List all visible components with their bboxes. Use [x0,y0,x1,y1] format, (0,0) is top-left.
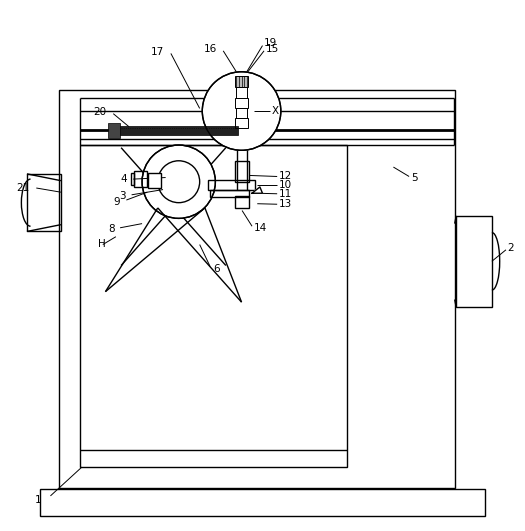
Bar [59,90,455,488]
Text: 1: 1 [35,494,41,504]
Text: 10: 10 [279,181,292,191]
Bar [149,173,162,188]
Text: H: H [98,238,106,249]
Bar [207,180,255,190]
Text: 12: 12 [279,172,292,182]
Bar [111,126,238,134]
Text: 15: 15 [266,44,279,54]
Polygon shape [252,187,262,193]
Bar [236,88,247,98]
Bar [235,98,248,108]
Bar [80,145,348,467]
Bar [108,123,120,138]
Bar [134,172,148,187]
Circle shape [142,145,215,218]
Bar [235,118,248,128]
Text: 4: 4 [120,174,127,184]
Text: 16: 16 [204,44,217,54]
Text: 13: 13 [279,199,292,209]
Text: 17: 17 [151,47,164,57]
Circle shape [202,72,281,150]
Bar [40,489,485,516]
Text: 14: 14 [254,223,267,233]
Text: 19: 19 [264,38,277,48]
Text: 21: 21 [16,183,29,193]
Bar [235,161,249,182]
Text: 11: 11 [279,189,292,199]
Text: 2: 2 [508,243,514,253]
Text: 6: 6 [213,264,219,274]
Bar [235,196,249,208]
Text: 9: 9 [113,196,120,207]
Bar [131,173,134,185]
Bar [235,76,248,88]
Text: 8: 8 [108,224,115,234]
Text: X: X [272,106,279,116]
Text: 5: 5 [411,173,418,183]
Bar [236,108,247,118]
Text: 3: 3 [119,191,125,201]
Text: 20: 20 [93,107,107,117]
Bar [456,216,492,307]
Bar [27,174,61,232]
Bar [210,190,249,198]
